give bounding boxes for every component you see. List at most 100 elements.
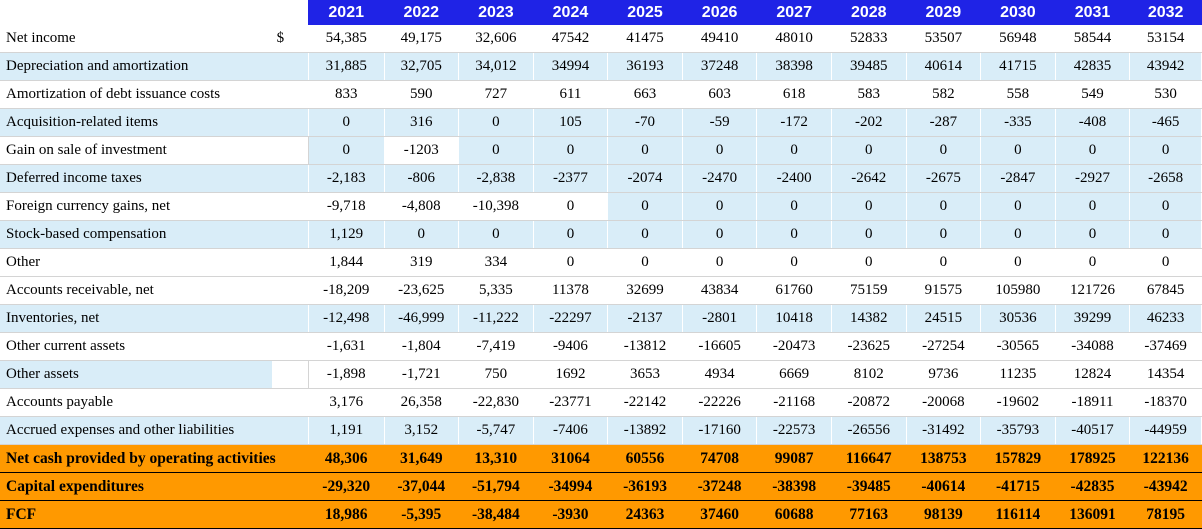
value-cell[interactable]: 0 [1129,192,1202,221]
value-cell[interactable]: -5,747 [458,416,534,445]
value-cell[interactable]: 34,012 [458,52,534,81]
value-cell[interactable]: 1,191 [308,416,385,445]
value-cell[interactable]: 136091 [1055,500,1130,529]
value-cell[interactable]: 10418 [756,304,832,333]
value-cell[interactable]: 36193 [607,52,683,81]
value-cell[interactable]: 13,310 [458,444,534,473]
row-label-cell[interactable]: Inventories, net [0,304,309,333]
value-cell[interactable]: -2658 [1129,164,1202,193]
value-cell[interactable]: 26,358 [384,388,460,417]
value-cell[interactable]: -70 [607,108,683,137]
value-cell[interactable]: -40614 [906,472,981,501]
row-label-cell[interactable]: Deferred income taxes [0,164,309,193]
value-cell[interactable]: 49,175 [384,25,460,53]
value-cell[interactable]: -13812 [607,332,683,361]
row-label-cell[interactable]: FCF [0,500,309,529]
value-cell[interactable]: 0 [533,220,609,249]
value-cell[interactable]: -202 [831,108,907,137]
value-cell[interactable]: 3,152 [384,416,460,445]
value-cell[interactable]: 6669 [756,360,832,389]
year-header-cell[interactable]: 2023 [458,0,534,25]
value-cell[interactable]: 116114 [980,500,1056,529]
value-cell[interactable]: 54,385 [308,25,385,53]
value-cell[interactable]: -38398 [756,472,832,501]
value-cell[interactable]: 0 [1129,248,1202,277]
value-cell[interactable]: 0 [831,220,907,249]
value-cell[interactable]: -35793 [980,416,1056,445]
value-cell[interactable]: -4,808 [384,192,460,221]
value-cell[interactable]: -1,631 [308,332,385,361]
value-cell[interactable]: 1,129 [308,220,385,249]
value-cell[interactable]: 0 [308,108,385,137]
value-cell[interactable]: 582 [906,80,982,109]
row-label-cell[interactable]: Gain on sale of investment [0,136,273,165]
value-cell[interactable]: -59 [682,108,758,137]
year-header-cell[interactable]: 2025 [607,0,683,25]
value-cell[interactable]: 0 [1129,136,1202,165]
value-cell[interactable]: 0 [682,136,758,165]
value-cell[interactable]: 61760 [756,276,832,305]
value-cell[interactable]: -2927 [1055,164,1131,193]
value-cell[interactable]: -37248 [682,472,757,501]
value-cell[interactable]: 43834 [682,276,758,305]
value-cell[interactable]: -3930 [533,500,608,529]
value-cell[interactable]: 5,335 [458,276,534,305]
value-cell[interactable]: -22573 [756,416,832,445]
header-blank-cell[interactable] [0,0,309,25]
value-cell[interactable]: 42835 [1055,52,1131,81]
value-cell[interactable]: 11378 [533,276,609,305]
value-cell[interactable]: 74708 [682,444,757,473]
value-cell[interactable]: -46,999 [384,304,460,333]
value-cell[interactable]: -2400 [756,164,832,193]
value-cell[interactable]: -41715 [980,472,1056,501]
row-label-cell[interactable]: Other current assets [0,332,309,361]
value-cell[interactable]: -465 [1129,108,1202,137]
value-cell[interactable]: 316 [384,108,460,137]
value-cell[interactable]: -39485 [831,472,907,501]
row-label-cell[interactable]: Amortization of debt issuance costs [0,80,309,109]
value-cell[interactable]: -1,804 [384,332,460,361]
year-header-cell[interactable]: 2031 [1055,0,1130,25]
row-label-cell[interactable]: Net cash provided by operating activitie… [0,444,309,473]
value-cell[interactable]: 32699 [607,276,683,305]
value-cell[interactable]: -34994 [533,472,608,501]
value-cell[interactable]: -7,419 [458,332,534,361]
row-label-cell[interactable]: Accrued expenses and other liabilities [0,416,309,445]
value-cell[interactable]: 0 [533,248,609,277]
value-cell[interactable]: 105 [533,108,609,137]
value-cell[interactable]: 0 [980,220,1056,249]
year-header-cell[interactable]: 2029 [906,0,981,25]
value-cell[interactable]: 0 [1055,220,1131,249]
year-header-cell[interactable]: 2022 [384,0,459,25]
value-cell[interactable]: 3653 [607,360,683,389]
value-cell[interactable]: 530 [1129,80,1202,109]
value-cell[interactable]: 122136 [1129,444,1202,473]
value-cell[interactable]: 53507 [906,25,982,53]
value-cell[interactable]: 0 [458,136,534,165]
value-cell[interactable]: -2137 [607,304,683,333]
value-cell[interactable]: 833 [308,80,385,109]
value-cell[interactable]: 11235 [980,360,1056,389]
value-cell[interactable]: -22,830 [458,388,534,417]
value-cell[interactable]: -20473 [756,332,832,361]
value-cell[interactable]: 0 [682,192,758,221]
year-header-cell[interactable]: 2030 [980,0,1056,25]
value-cell[interactable]: 39299 [1055,304,1131,333]
value-cell[interactable]: -2,183 [308,164,385,193]
value-cell[interactable]: -2470 [682,164,758,193]
value-cell[interactable]: -23771 [533,388,609,417]
value-cell[interactable]: 727 [458,80,534,109]
value-cell[interactable]: 34994 [533,52,609,81]
value-cell[interactable]: 3,176 [308,388,385,417]
value-cell[interactable]: 558 [980,80,1056,109]
value-cell[interactable]: 8102 [831,360,907,389]
value-cell[interactable]: -44959 [1129,416,1202,445]
value-cell[interactable]: -37,044 [384,472,459,501]
value-cell[interactable]: 60556 [607,444,683,473]
value-cell[interactable]: -22226 [682,388,758,417]
value-cell[interactable]: 0 [831,248,907,277]
value-cell[interactable]: 0 [1055,248,1131,277]
value-cell[interactable]: 663 [607,80,683,109]
value-cell[interactable]: 38398 [756,52,832,81]
value-cell[interactable]: 0 [906,192,982,221]
